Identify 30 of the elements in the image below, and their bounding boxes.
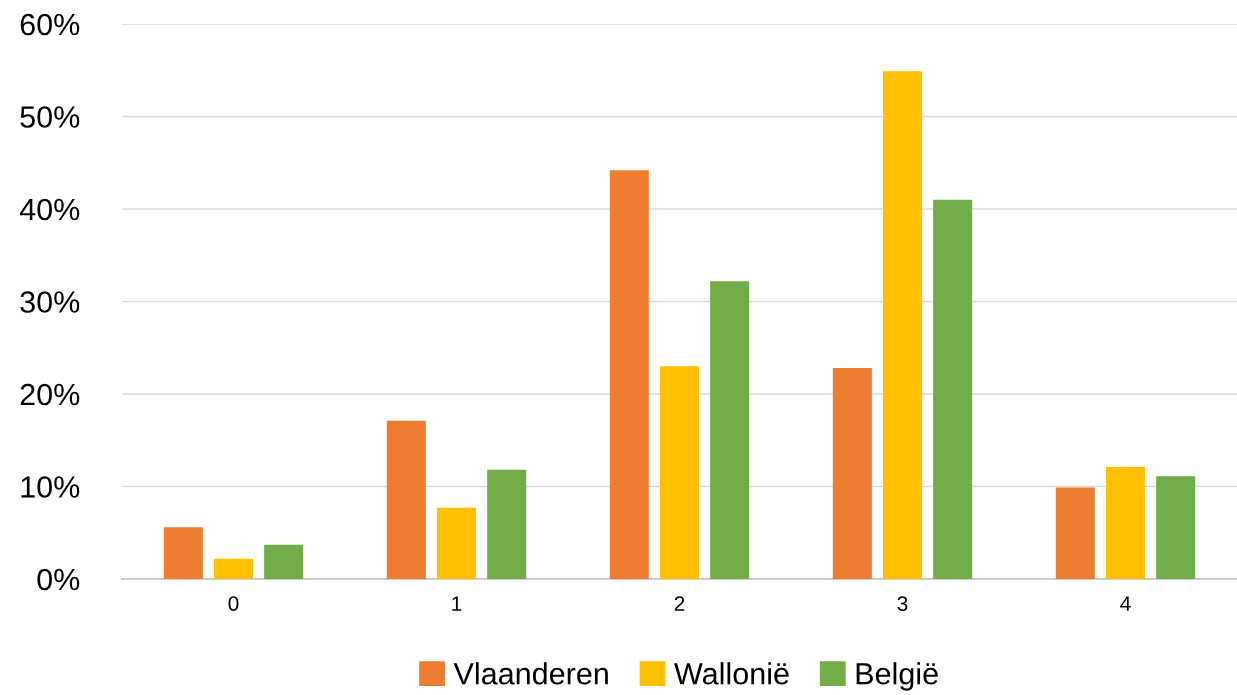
bar — [609, 170, 649, 579]
legend-label: Wallonië — [674, 662, 789, 685]
bar — [436, 507, 477, 579]
y-tick-label: 60% — [20, 13, 80, 36]
bar — [487, 469, 527, 579]
y-tick-label: 20% — [20, 383, 80, 406]
x-tick-label: 4 — [1120, 596, 1131, 611]
bar — [710, 281, 750, 579]
bar — [933, 199, 973, 579]
y-tick-label: 10% — [21, 476, 80, 498]
y-tick-label: 0% — [37, 568, 80, 591]
bar — [1156, 476, 1196, 579]
x-tick-label: 3 — [897, 596, 908, 611]
legend-label: België — [856, 662, 938, 691]
bar — [213, 558, 254, 579]
x-tick-label: 2 — [674, 596, 685, 611]
bar — [264, 544, 304, 579]
bar — [1105, 467, 1146, 579]
legend-label: Vlaanderen — [453, 662, 608, 685]
y-tick-label: 30% — [20, 291, 80, 313]
bar — [659, 366, 700, 579]
bar — [386, 420, 426, 579]
x-tick-label: 0 — [228, 596, 239, 611]
bar — [832, 368, 872, 579]
bar — [163, 527, 203, 579]
y-tick-label: 50% — [20, 106, 80, 128]
bar — [1055, 487, 1095, 579]
x-tick-label: 1 — [452, 596, 462, 611]
bar — [882, 71, 923, 579]
y-tick-label: 40% — [19, 198, 80, 221]
